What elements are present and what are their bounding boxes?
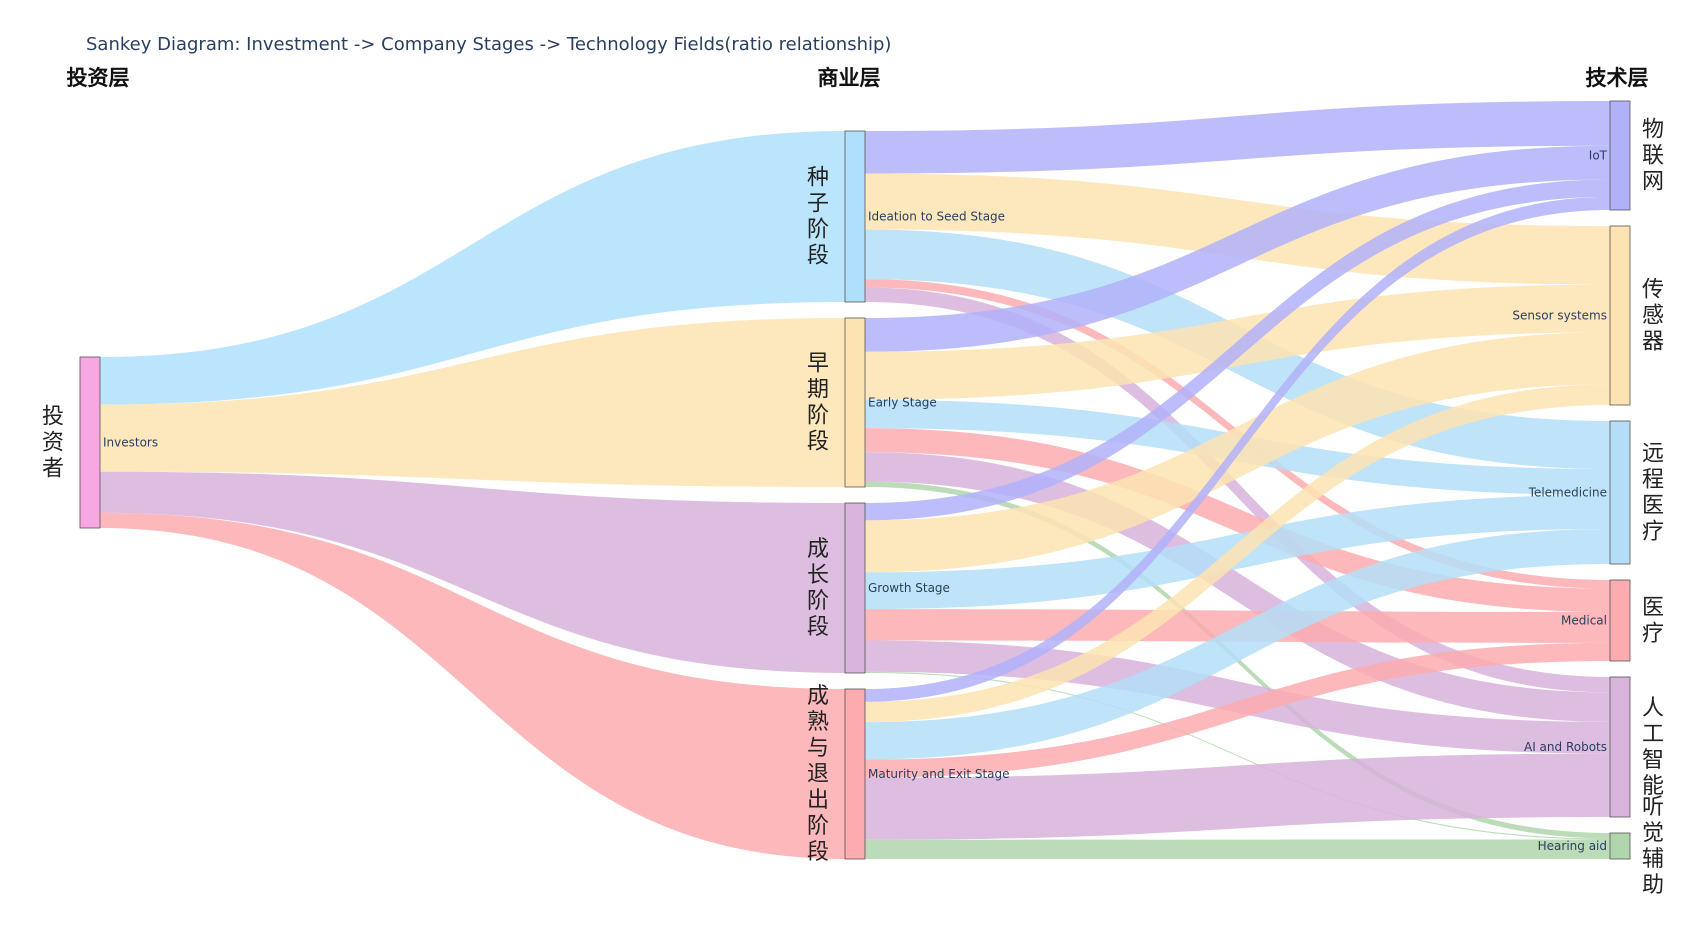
node-label-sensor: Sensor systems xyxy=(1512,309,1607,323)
node-tele[interactable] xyxy=(1610,421,1630,564)
node-label-growth: Growth Stage xyxy=(868,581,950,595)
side-label-sensor: 传感器 xyxy=(1642,278,1664,355)
node-growth[interactable] xyxy=(845,503,865,673)
node-label-hearing: Hearing aid xyxy=(1538,839,1607,853)
node-ai[interactable] xyxy=(1610,677,1630,817)
side-label-seed: 种子阶段 xyxy=(807,166,829,269)
side-label-maturity: 成熟与退出阶段 xyxy=(807,684,829,865)
chart-title: Sankey Diagram: Investment -> Company St… xyxy=(86,34,891,55)
side-label-growth: 成长阶段 xyxy=(807,537,829,640)
side-label-tele: 远程医疗 xyxy=(1642,442,1664,545)
header-investment-layer: 投资层 xyxy=(67,66,130,90)
node-sensor[interactable] xyxy=(1610,226,1630,405)
node-seed[interactable] xyxy=(845,131,865,302)
node-investors[interactable] xyxy=(80,357,100,528)
header-technology-layer: 技术层 xyxy=(1586,66,1649,90)
header-business-layer: 商业层 xyxy=(818,66,881,90)
node-medical[interactable] xyxy=(1610,580,1630,661)
node-label-seed: Ideation to Seed Stage xyxy=(868,210,1005,224)
node-label-medical: Medical xyxy=(1561,614,1607,628)
node-label-early: Early Stage xyxy=(868,396,937,410)
node-label-tele: Telemedicine xyxy=(1528,486,1607,500)
side-label-hearing: 听觉辅助 xyxy=(1642,795,1664,898)
node-label-iot: IoT xyxy=(1589,149,1608,163)
side-label-medical: 医疗 xyxy=(1642,596,1664,647)
node-maturity[interactable] xyxy=(845,689,865,859)
node-hearing[interactable] xyxy=(1610,833,1630,859)
node-label-maturity: Maturity and Exit Stage xyxy=(868,767,1010,781)
node-iot[interactable] xyxy=(1610,101,1630,210)
node-label-investors: Investors xyxy=(103,436,158,450)
side-label-investors: 投资者 xyxy=(42,405,64,482)
node-early[interactable] xyxy=(845,318,865,487)
side-label-ai: 人工智能 xyxy=(1642,696,1664,799)
link-maturity-to-hearing[interactable] xyxy=(865,840,1610,860)
side-label-iot: 物联网 xyxy=(1642,118,1664,195)
node-label-ai: AI and Robots xyxy=(1524,740,1607,754)
side-label-early: 早期阶段 xyxy=(807,352,829,455)
